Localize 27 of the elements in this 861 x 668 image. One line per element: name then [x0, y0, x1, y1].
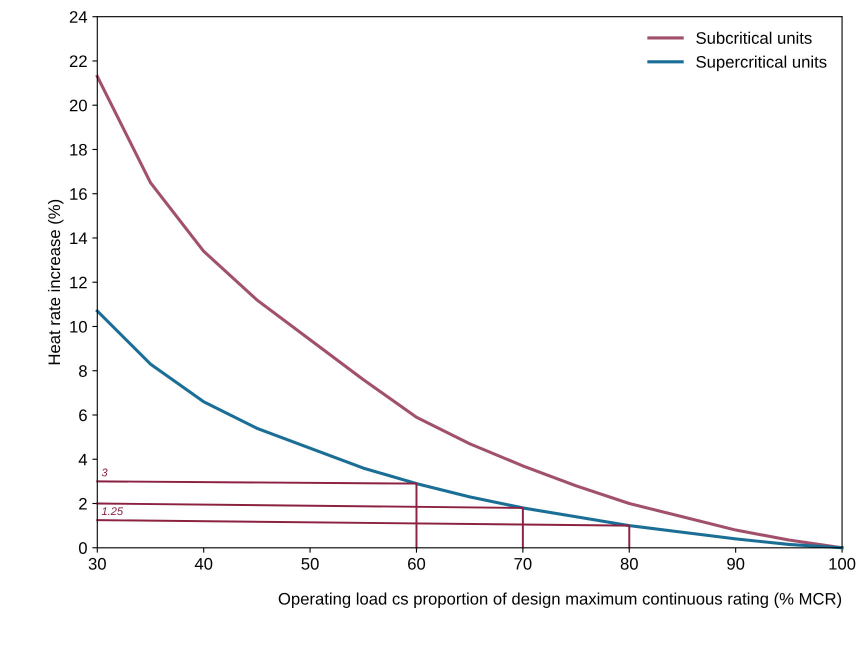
x-tick-label: 70	[514, 558, 532, 570]
y-tick-label: 10	[70, 320, 87, 333]
x-tick-label: 100	[829, 558, 856, 570]
y-tick-label: 6	[79, 409, 87, 422]
y-tick-label: 14	[70, 232, 88, 244]
y-tick-label: 20	[70, 100, 87, 112]
x-tick-label: 50	[301, 558, 319, 570]
x-tick-label: 60	[408, 558, 426, 570]
y-tick-label: 24	[70, 11, 88, 23]
annotation: 3	[102, 468, 108, 476]
x-tick-label: 90	[727, 558, 744, 570]
y-tick-label: 12	[70, 276, 87, 288]
y-tick-label: 18	[70, 144, 87, 156]
y-tick-label: 8	[79, 365, 87, 377]
y-tick-label: 0	[78, 542, 87, 554]
x-tick-label: 80	[620, 558, 638, 570]
y-tick-label: 16	[70, 188, 87, 200]
y-tick-label: 2	[79, 498, 87, 510]
legend-label: Supercritical units	[696, 56, 826, 72]
x-tick-label: 40	[194, 558, 212, 570]
y-tick-label: 22	[70, 55, 87, 67]
y-axis-title: Heat rate increase (%)	[48, 200, 64, 364]
y-tick-label: 4	[78, 454, 88, 466]
annotation: 1.25	[102, 507, 124, 516]
x-axis-title: Operating load cs proportion of design maximum continuous rating (% MCR)	[278, 592, 842, 608]
legend-label: Subcritical units	[696, 32, 812, 44]
x-tick-label: 30	[88, 558, 106, 570]
